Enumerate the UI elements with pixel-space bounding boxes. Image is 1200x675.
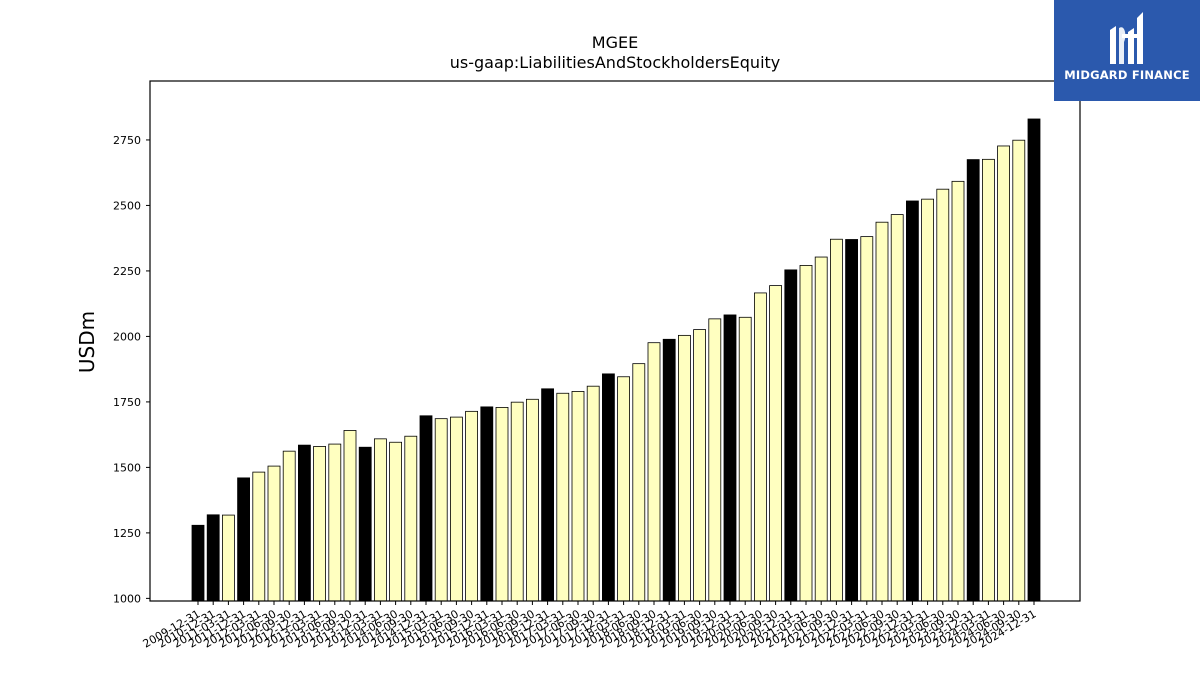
y-tick-label: 1500: [113, 461, 141, 474]
bar-2023-03-31: [921, 198, 934, 602]
y-axis-label: USDm: [75, 311, 99, 373]
bar-2017-12-31: [602, 373, 615, 602]
bar-2017-03-31: [556, 392, 570, 602]
brand-logo: MIDGARD FINANCE: [1054, 0, 1200, 101]
bar-2022-12-31: [906, 200, 919, 602]
bar-2015-03-31: [434, 418, 448, 602]
brand-name: MIDGARD FINANCE: [1064, 68, 1190, 82]
bar-2015-06-30: [449, 416, 463, 602]
bar-2021-06-30: [814, 256, 828, 602]
bar-2020-06-30: [754, 292, 767, 602]
bar-2018-09-30: [647, 342, 661, 602]
y-tick-label: 1250: [113, 527, 141, 540]
bar-2013-12-31: [358, 446, 372, 602]
bar-2021-09-30: [830, 238, 843, 602]
bar-2020-12-31: [784, 269, 798, 602]
bar-2020-09-30: [769, 285, 782, 602]
bar-2013-06-30: [328, 443, 342, 602]
bar-2018-03-31: [617, 376, 630, 602]
bar-2014-09-30: [404, 435, 418, 602]
bar-2018-12-31: [662, 338, 676, 602]
bar-2014-12-31: [419, 415, 433, 602]
bar-2021-12-31: [845, 239, 858, 602]
y-tick-label: 2500: [113, 199, 141, 212]
bar-2017-06-30: [571, 391, 585, 602]
y-tick-label: 2750: [113, 134, 141, 147]
bar-2011-03-31: [221, 514, 235, 602]
bar-2020-03-31: [738, 316, 752, 602]
bar-2021-03-31: [799, 265, 813, 602]
bar-2019-06-30: [693, 329, 706, 602]
bar-2011-12-31: [237, 477, 251, 602]
bar-2024-09-30: [1012, 139, 1026, 602]
bar-2012-03-31: [252, 471, 266, 602]
bar-2016-12-31: [541, 388, 554, 602]
chart-subtitle: us-gaap:LiabilitiesAndStockholdersEquity: [450, 53, 781, 72]
bar-2016-03-31: [495, 407, 509, 602]
bar-2018-06-30: [632, 363, 646, 602]
bar-2014-06-30: [389, 441, 403, 602]
bar-2014-03-31: [373, 438, 387, 602]
chart-title: MGEE: [592, 33, 638, 52]
bar-2019-09-30: [708, 318, 722, 602]
y-tick-label: 2250: [113, 265, 141, 278]
bar-2019-03-31: [678, 334, 691, 602]
y-tick-label: 1000: [113, 592, 141, 605]
plot-frame: [149, 80, 1081, 602]
bar-2016-06-30: [510, 401, 524, 602]
bar-2022-09-30: [890, 214, 904, 602]
bar-2017-09-30: [586, 385, 600, 602]
bar-2024-06-30: [997, 145, 1010, 602]
bar-2024-03-31: [982, 158, 995, 602]
bar-2023-06-30: [936, 188, 950, 602]
bar-2022-06-30: [875, 221, 889, 602]
bars-group: [191, 118, 1041, 602]
y-tick-label: 2000: [113, 330, 141, 343]
bar-2024-12-31: [1027, 118, 1041, 602]
bar-2012-06-30: [267, 465, 281, 602]
bar-2022-03-31: [860, 236, 874, 602]
bar-2012-09-30: [282, 450, 296, 602]
bar-2010-12-31: [206, 514, 220, 602]
y-tick-label: 1750: [113, 396, 141, 409]
bar-2013-03-31: [313, 446, 327, 602]
bar-2012-12-31: [297, 444, 311, 602]
bar-2023-12-31: [966, 159, 980, 602]
bar-2009-12-31: [191, 524, 205, 602]
bar-2013-09-30: [343, 430, 357, 602]
bar-2016-09-30: [526, 398, 539, 602]
x-axis: 2009-12-312010-12-312011-03-312011-12-31…: [141, 601, 1039, 651]
bar-2019-12-31: [723, 314, 737, 602]
bar-2015-09-30: [465, 410, 479, 602]
y-axis: 1000 1250 1500 1750 2000 2250 2500 2750: [113, 134, 150, 605]
bar-2023-09-30: [951, 180, 965, 602]
midgard-logo-icon: [1110, 12, 1143, 64]
bar-2015-12-31: [480, 406, 494, 602]
